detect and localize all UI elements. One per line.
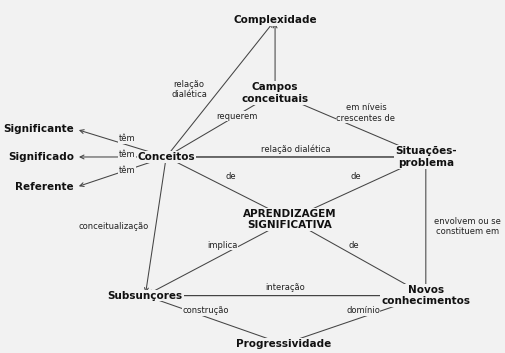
Text: Subsunçores: Subsunçores [108, 291, 183, 301]
Text: Situações-
problema: Situações- problema [395, 146, 457, 168]
Text: Conceitos: Conceitos [137, 152, 195, 162]
Text: envolvem ou se
constituem em: envolvem ou se constituem em [434, 217, 501, 236]
Text: construção: construção [183, 306, 229, 315]
Text: relação
dialética: relação dialética [171, 80, 207, 99]
Text: relação dialética: relação dialética [261, 145, 331, 154]
Text: Complexidade: Complexidade [233, 15, 317, 25]
Text: Significado: Significado [8, 152, 74, 162]
Text: têm: têm [119, 150, 135, 159]
Text: Referente: Referente [16, 182, 74, 192]
Text: de: de [226, 172, 236, 181]
Text: de: de [350, 172, 361, 181]
Text: Campos
conceituais: Campos conceituais [241, 82, 309, 104]
Text: interação: interação [266, 283, 306, 293]
Text: Novos
conhecimentos: Novos conhecimentos [381, 285, 470, 306]
Text: conceitualização: conceitualização [79, 222, 149, 231]
Text: de: de [348, 241, 359, 250]
Text: requerem: requerem [217, 112, 258, 121]
Text: têm: têm [119, 166, 135, 175]
Text: domínio: domínio [346, 306, 380, 315]
Text: em níveis
crescentes de: em níveis crescentes de [336, 103, 395, 123]
Text: APRENDIZAGEM
SIGNIFICATIVA: APRENDIZAGEM SIGNIFICATIVA [243, 209, 336, 230]
Text: Significante: Significante [4, 124, 74, 134]
Text: têm: têm [119, 134, 135, 143]
Text: Progressividade: Progressividade [236, 339, 331, 349]
Text: implica: implica [207, 241, 237, 250]
